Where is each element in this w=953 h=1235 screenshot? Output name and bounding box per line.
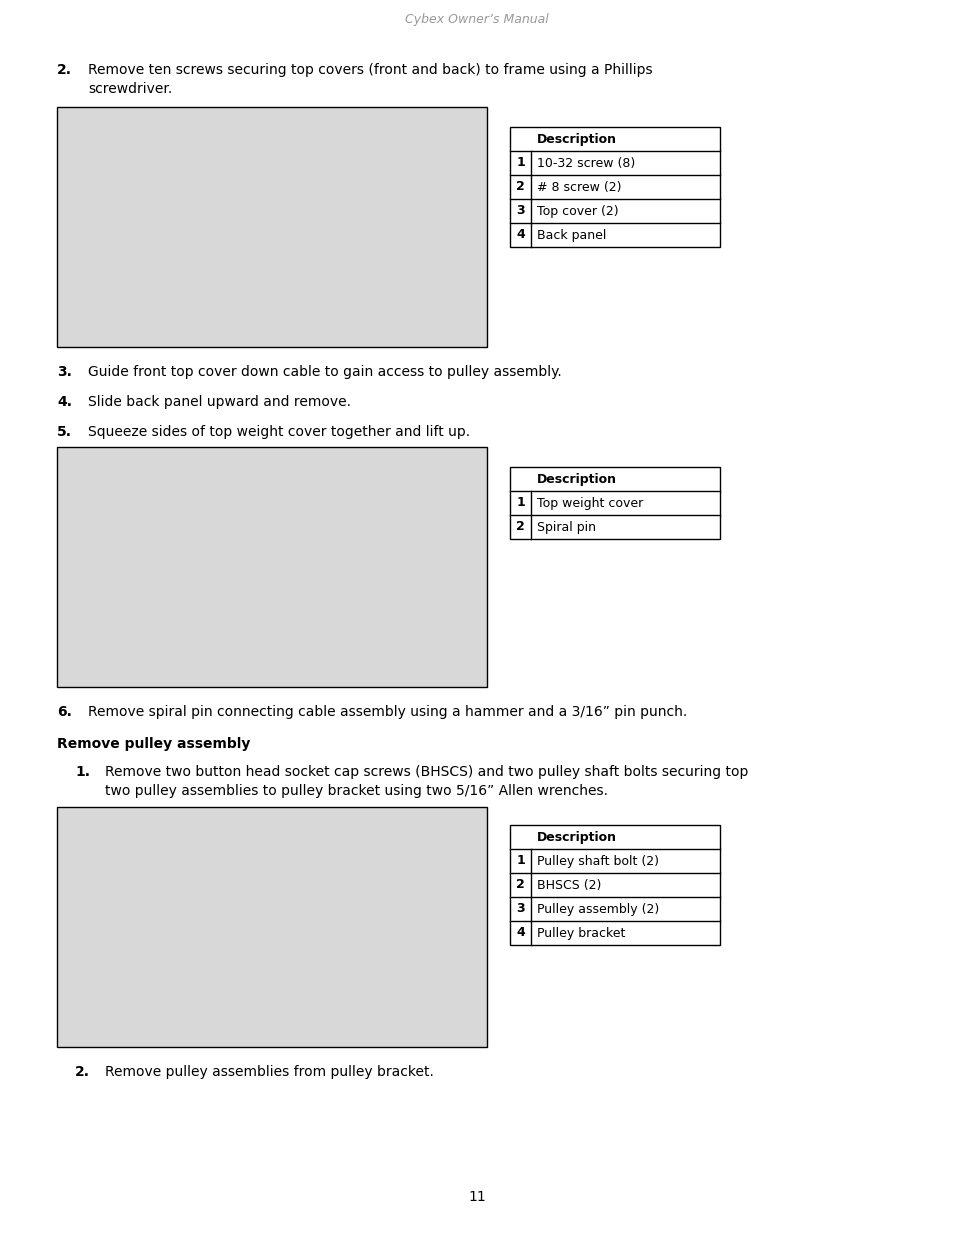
Text: 6.: 6. (57, 705, 71, 719)
Text: Description: Description (537, 473, 617, 485)
Text: 1: 1 (516, 157, 524, 169)
Text: BHSCS (2): BHSCS (2) (537, 878, 600, 892)
Text: 4: 4 (516, 926, 524, 940)
Text: Pulley assembly (2): Pulley assembly (2) (537, 903, 659, 915)
Text: 3: 3 (516, 205, 524, 217)
Text: Back panel: Back panel (537, 228, 606, 242)
Bar (57, 107, 486, 347)
Text: Remove spiral pin connecting cable assembly using a hammer and a 3/16” pin punch: Remove spiral pin connecting cable assem… (88, 705, 686, 719)
Text: Top weight cover: Top weight cover (537, 496, 642, 510)
Text: 11: 11 (468, 1191, 485, 1204)
Text: Remove pulley assemblies from pulley bracket.: Remove pulley assemblies from pulley bra… (105, 1065, 434, 1079)
Text: 1: 1 (516, 496, 524, 510)
Text: Cybex Owner’s Manual: Cybex Owner’s Manual (405, 14, 548, 26)
Text: 1: 1 (516, 855, 524, 867)
Text: Top cover (2): Top cover (2) (537, 205, 618, 217)
Text: Spiral pin: Spiral pin (537, 520, 596, 534)
Bar (510, 467, 720, 538)
Text: Description: Description (537, 132, 617, 146)
Text: screwdriver.: screwdriver. (88, 82, 172, 96)
Text: Pulley shaft bolt (2): Pulley shaft bolt (2) (537, 855, 659, 867)
Text: Description: Description (537, 830, 617, 844)
Text: 4: 4 (516, 228, 524, 242)
Bar (57, 447, 486, 687)
Text: Remove ten screws securing top covers (front and back) to frame using a Phillips: Remove ten screws securing top covers (f… (88, 63, 652, 77)
Bar (510, 825, 720, 945)
Text: 3: 3 (516, 903, 524, 915)
Text: 2.: 2. (75, 1065, 90, 1079)
Text: # 8 screw (2): # 8 screw (2) (537, 180, 620, 194)
Text: 10-32 screw (8): 10-32 screw (8) (537, 157, 635, 169)
Text: 2: 2 (516, 180, 524, 194)
Text: Slide back panel upward and remove.: Slide back panel upward and remove. (88, 395, 351, 409)
Text: 5.: 5. (57, 425, 71, 438)
Text: 2.: 2. (57, 63, 71, 77)
Text: 4.: 4. (57, 395, 71, 409)
Text: 1.: 1. (75, 764, 90, 779)
Text: Guide front top cover down cable to gain access to pulley assembly.: Guide front top cover down cable to gain… (88, 366, 561, 379)
Text: 2: 2 (516, 520, 524, 534)
Text: Remove two button head socket cap screws (BHSCS) and two pulley shaft bolts secu: Remove two button head socket cap screws… (105, 764, 747, 779)
Bar (510, 127, 720, 247)
Text: 3.: 3. (57, 366, 71, 379)
Text: two pulley assemblies to pulley bracket using two 5/16” Allen wrenches.: two pulley assemblies to pulley bracket … (105, 784, 607, 798)
Text: 2: 2 (516, 878, 524, 892)
Bar (57, 806, 486, 1047)
Text: Pulley bracket: Pulley bracket (537, 926, 625, 940)
Text: Squeeze sides of top weight cover together and lift up.: Squeeze sides of top weight cover togeth… (88, 425, 470, 438)
Text: Remove pulley assembly: Remove pulley assembly (57, 737, 250, 751)
